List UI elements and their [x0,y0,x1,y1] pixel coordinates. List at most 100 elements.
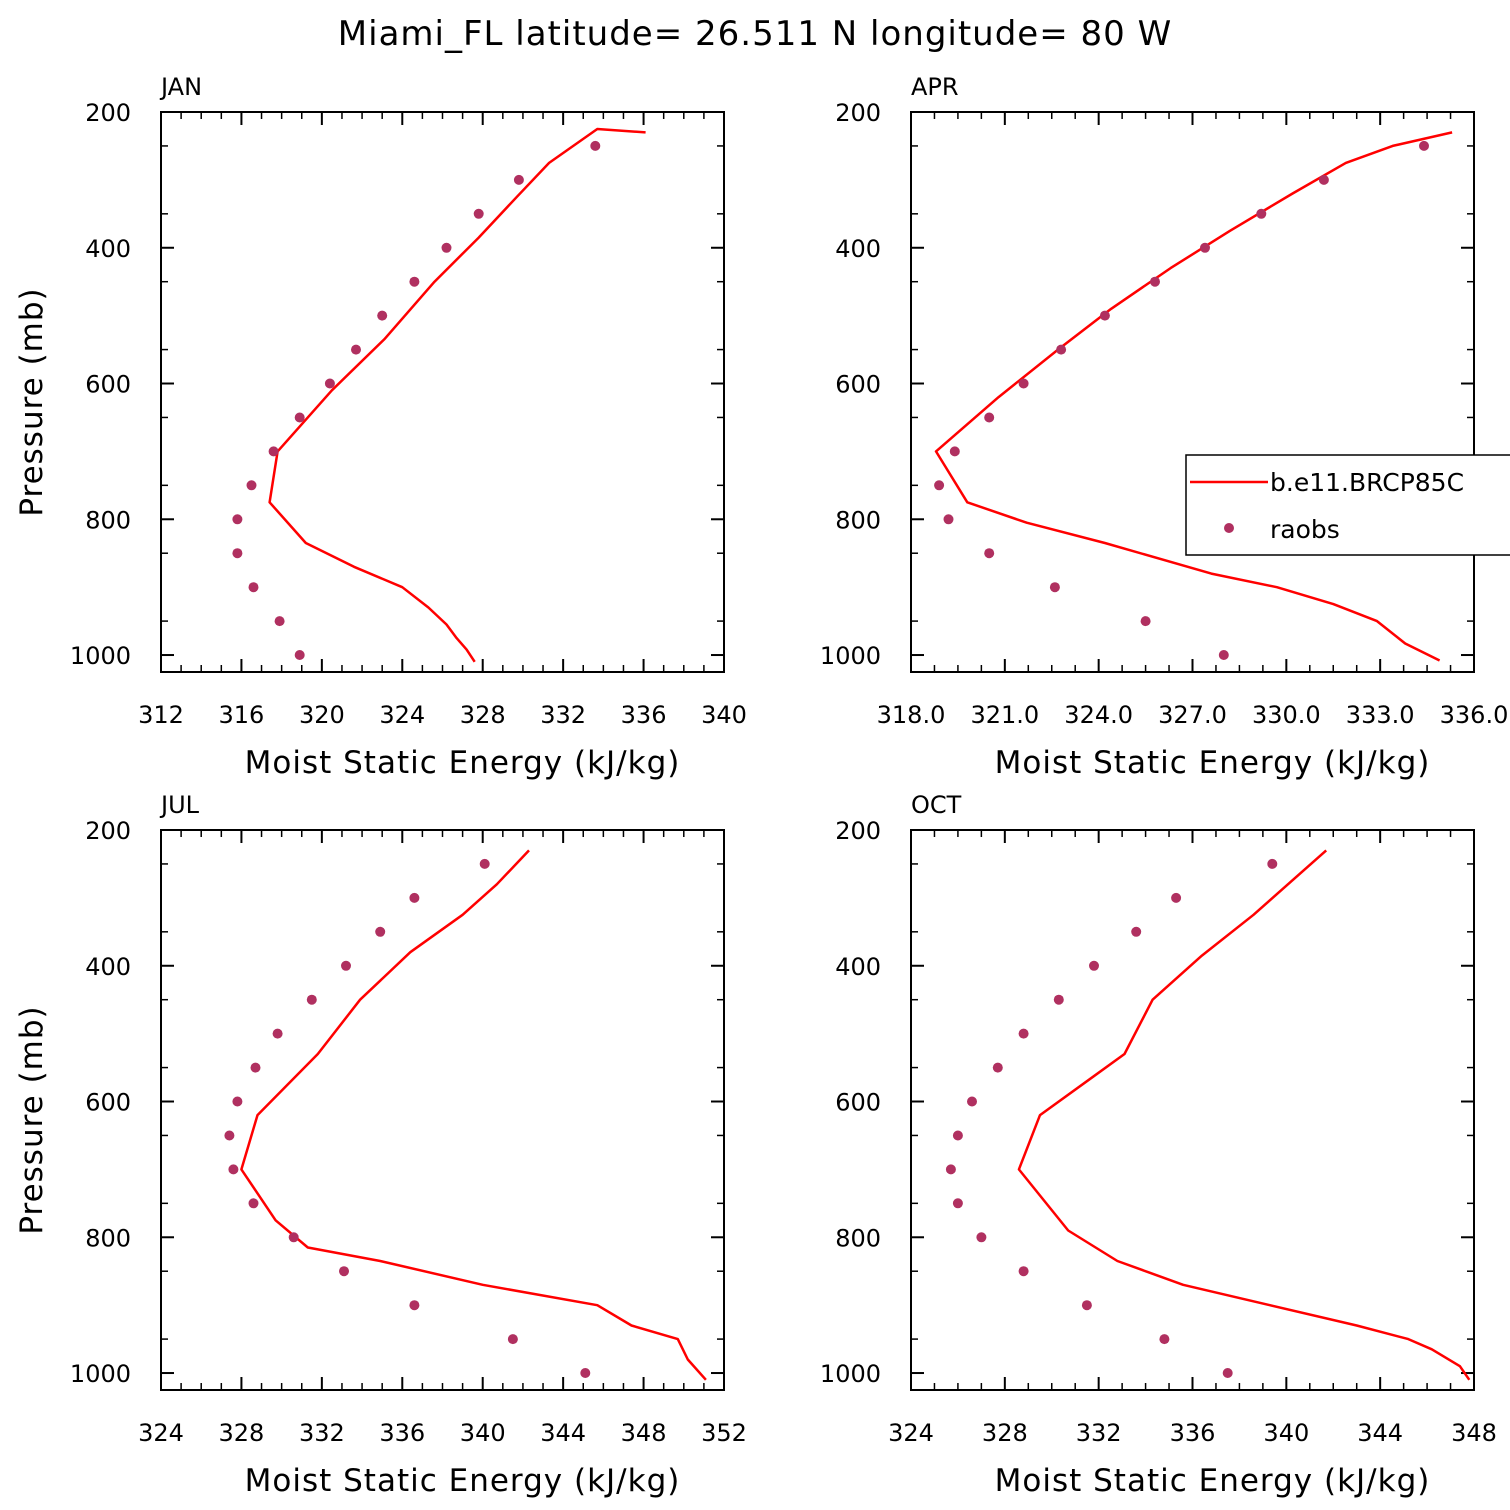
y-tick-label: 600 [835,1089,881,1117]
panel-jul: JUL 324 328 332 336 340 344 348 352 200 400 600 800 1… [14,791,747,1499]
raobs-point [1419,140,1429,151]
legend-obs-marker [1224,523,1234,533]
plot-frame [160,111,725,673]
x-tick-label: 327.0 [1158,701,1227,729]
x-tick-label: 330.0 [1252,701,1321,729]
raobs-point [945,1164,956,1175]
raobs-point [1318,174,1329,185]
x-tick-label: 332 [540,701,586,729]
raobs-point [1018,378,1029,389]
raobs-point [1018,1266,1029,1277]
raobs-point [351,344,361,355]
raobs-point [224,1130,235,1141]
raobs-point [934,480,945,491]
x-axis-label: Moist Static Energy (kJ/kg) [245,1463,681,1499]
raobs-point [1131,926,1142,937]
x-axis-label: Moist Static Energy (kJ/kg) [245,745,681,781]
x-tick-label: 316 [219,701,265,729]
legend-box [1185,454,1510,556]
raobs-point [580,1368,591,1378]
x-tick-label: 344 [1357,1419,1403,1447]
raobs-point [1150,276,1160,287]
panel-title: APR [911,73,959,101]
panel-oct: OCT 324 328 332 336 340 344 348 200 400 600 800 1000… [820,791,1497,1499]
raobs-point [984,412,995,423]
raobs-point [232,548,243,559]
model-series-line [240,849,707,1381]
x-tick-label: 318.0 [877,701,946,729]
raobs-point [1053,994,1064,1005]
y-axis-label: Pressure (mb) [14,1005,50,1234]
x-tick-label: 336 [1170,1419,1216,1447]
x-tick-label: 340 [1263,1419,1309,1447]
raobs-point [294,412,305,423]
y-tick-label: 200 [835,99,881,127]
raobs-point [250,1062,261,1073]
raobs-point [590,140,601,151]
raobs-point [1267,858,1278,869]
raobs-point [967,1096,977,1107]
model-series-line [1017,849,1471,1381]
raobs-point [409,1300,420,1311]
x-tick-label: 324.0 [1064,701,1133,729]
model-series-line [268,127,646,663]
y-tick-label: 800 [835,506,881,534]
x-tick-label: 328 [982,1419,1028,1447]
raobs-point [306,994,317,1005]
panel-apr: APR 318.0 321.0 324.0 327.0 330.0 333.0 336.0 20… [820,73,1508,781]
y-tick-label: 400 [835,953,881,981]
raobs-point [479,858,490,869]
panel-jan: JAN 312 316 320 324 328 332 336 340 200 400 600 800 1… [14,73,747,781]
raobs-point [1089,960,1099,971]
x-tick-label: 320 [299,701,345,729]
x-tick-label: 348 [621,1419,667,1447]
raobs-point [1222,1368,1233,1378]
x-tick-label: 340 [701,701,747,729]
raobs-point [952,1198,963,1209]
y-tick-label: 1000 [820,642,881,670]
x-tick-label: 352 [701,1419,747,1447]
y-tick-label: 200 [85,817,131,845]
raobs-point [984,548,995,559]
x-tick-label: 332 [1076,1419,1122,1447]
x-tick-label: 340 [460,1419,506,1447]
raobs-point [976,1232,987,1243]
raobs-point [409,276,420,287]
x-tick-label: 328 [219,1419,265,1447]
raobs-point [294,650,305,660]
legend: b.e11.BRCP85C raobs [1185,454,1510,556]
raobs-point [377,310,388,321]
raobs-point [232,1096,243,1107]
x-tick-label: 321.0 [970,701,1039,729]
panel-title: JUL [159,791,200,819]
raobs-point [409,892,420,903]
plot-frame [910,111,1475,673]
y-tick-label: 1000 [70,642,131,670]
x-tick-label: 333.0 [1346,701,1415,729]
plot-frame [160,829,725,1391]
x-axis-label: Moist Static Energy (kJ/kg) [995,1463,1431,1499]
raobs-point [949,446,960,457]
raobs-point [375,926,386,937]
raobs-point [943,514,954,525]
y-tick-label: 1000 [820,1360,881,1388]
x-tick-label: 328 [460,701,506,729]
x-tick-label: 336 [379,1419,425,1447]
raobs-point [1171,892,1182,903]
y-tick-label: 800 [85,1224,131,1252]
x-tick-label: 348 [1451,1419,1497,1447]
raobs-point [1049,582,1060,593]
y-tick-label: 800 [85,506,131,534]
y-tick-label: 600 [85,371,131,399]
raobs-point [288,1232,299,1243]
x-tick-label: 332 [299,1419,345,1447]
legend-obs-label: raobs [1270,515,1340,544]
raobs-point [268,446,279,457]
y-axis-label: Pressure (mb) [14,287,50,516]
raobs-point [1081,1300,1092,1311]
figure-title: Miami_FL latitude= 26.511 N longitude= 8… [338,14,1172,54]
y-tick-label: 600 [85,1089,131,1117]
plot-frame [910,829,1475,1391]
raobs-point [441,242,452,253]
